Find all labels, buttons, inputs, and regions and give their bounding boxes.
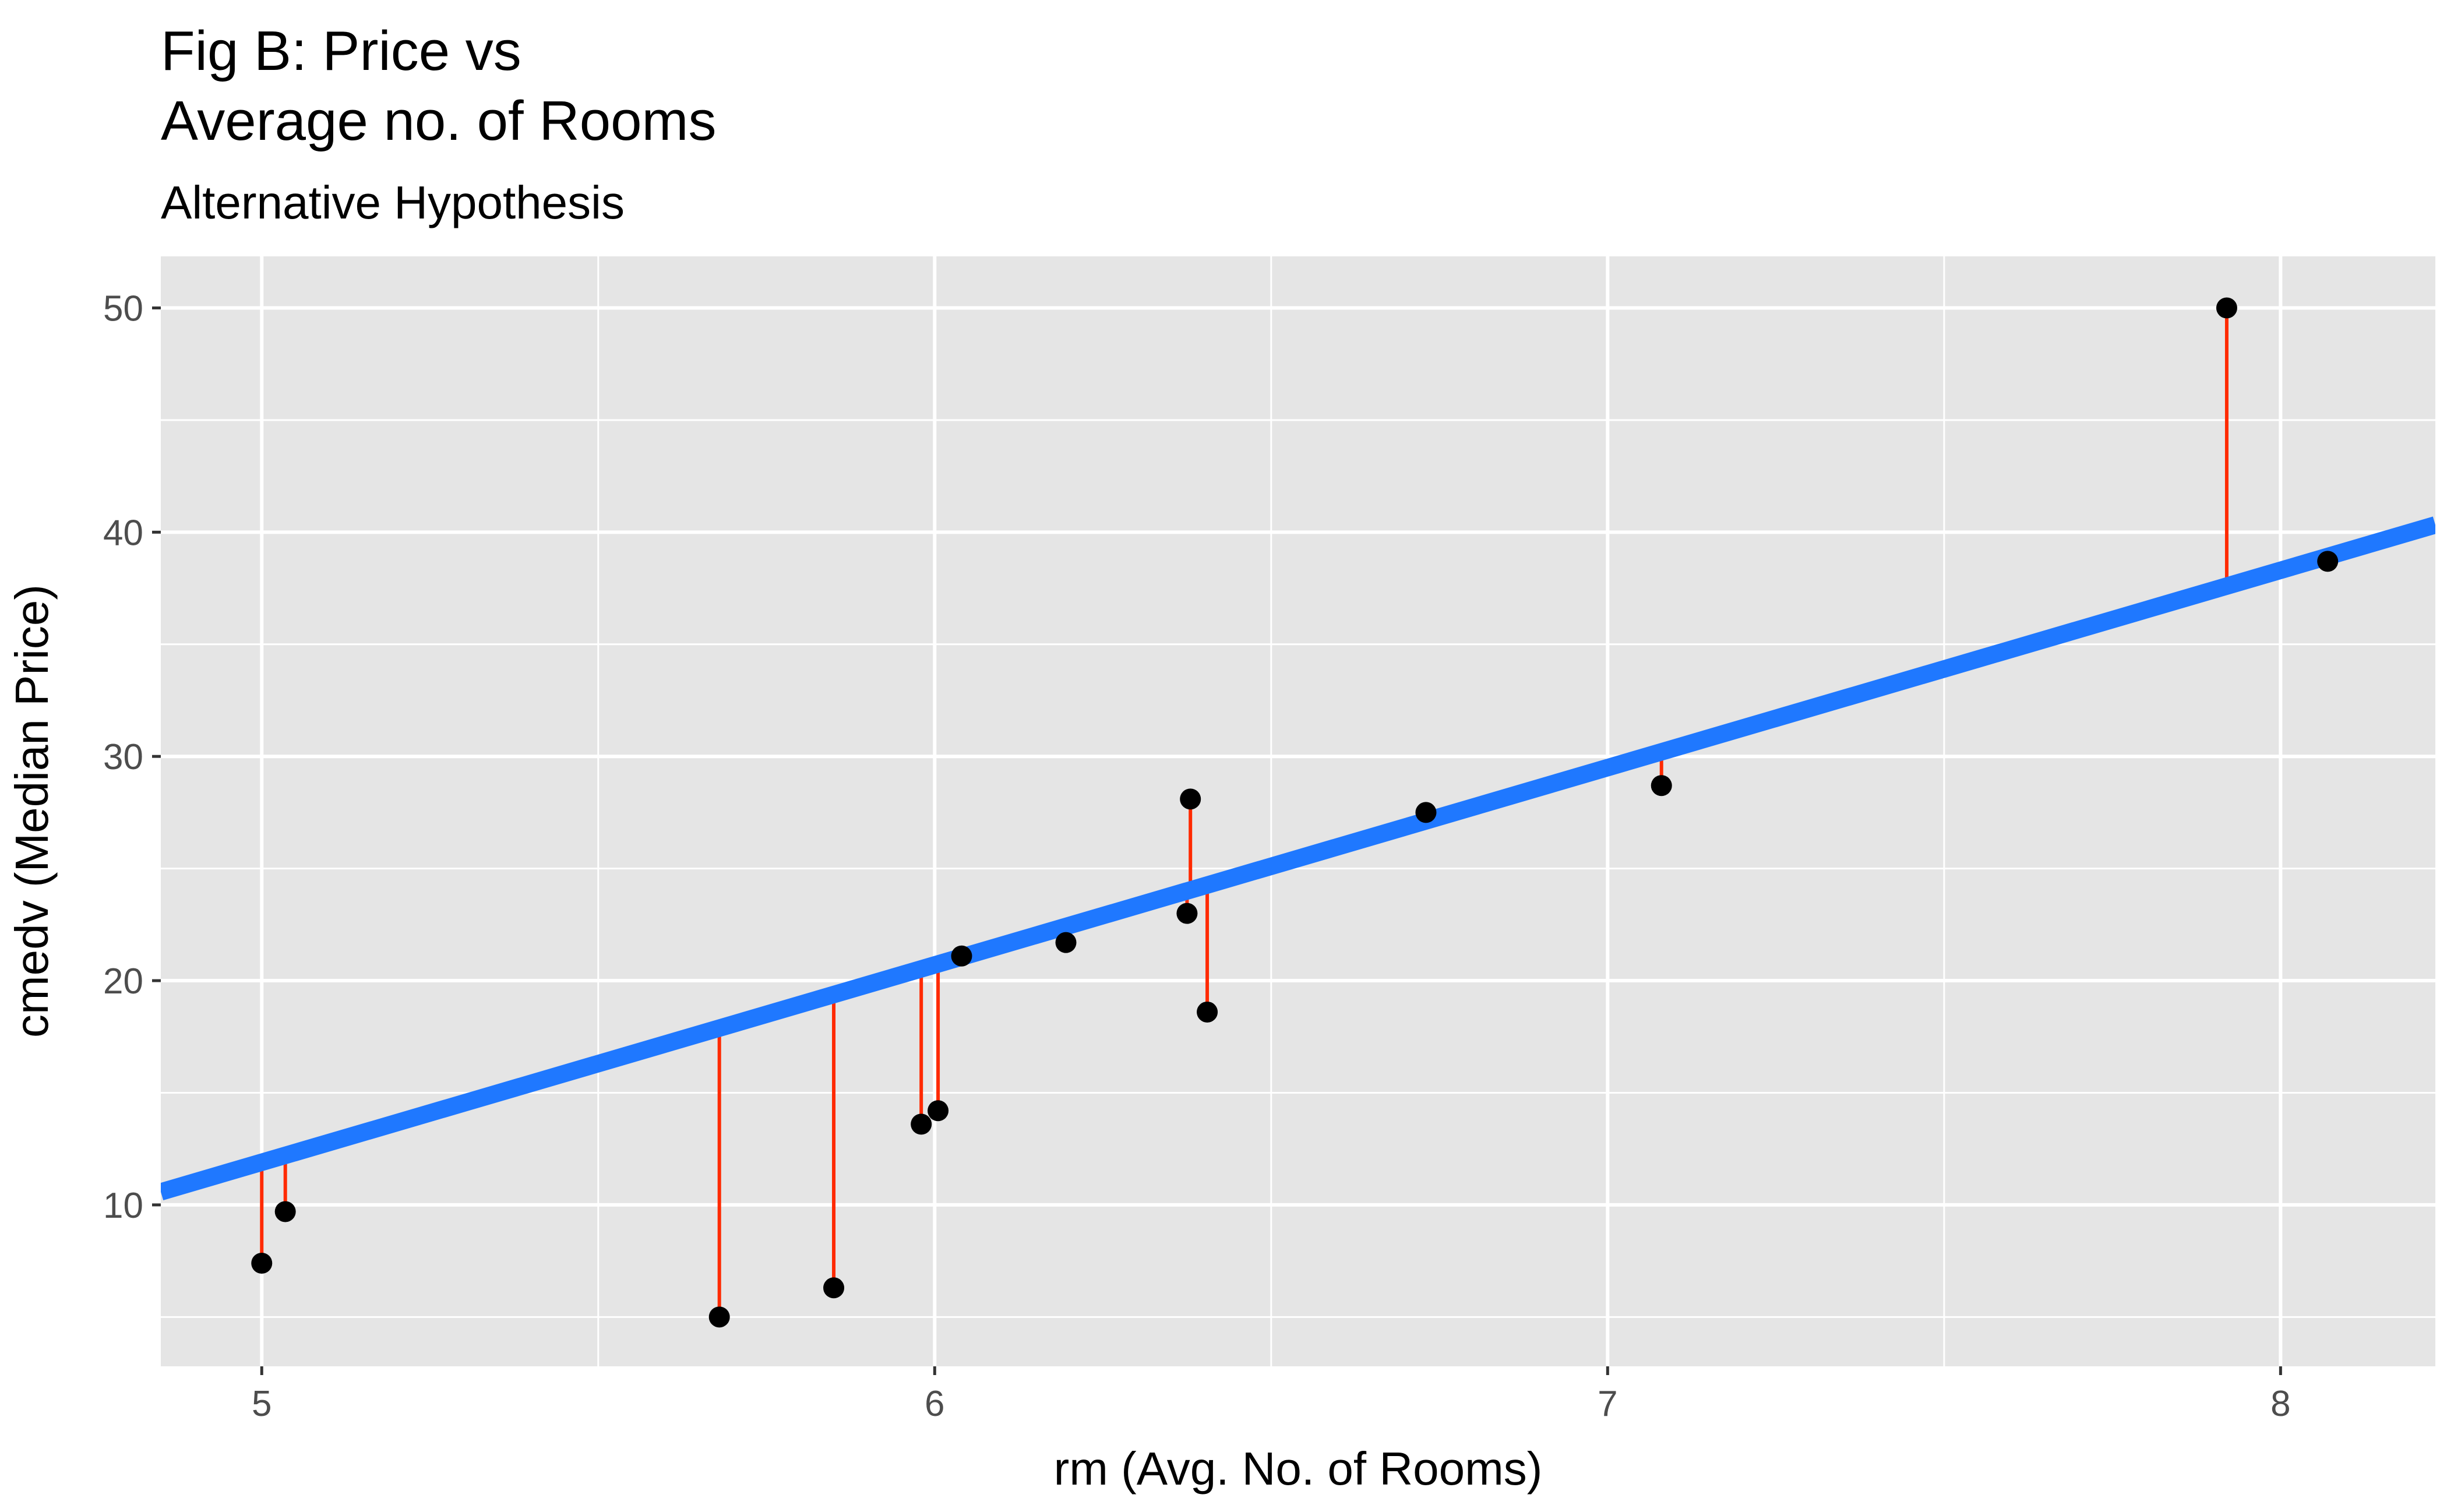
minor-gridlines	[161, 256, 2435, 1366]
chart-subtitle: Alternative Hypothesis	[161, 177, 625, 228]
data-point	[1651, 775, 1672, 796]
data-point	[2317, 551, 2339, 572]
y-axis-tick-label: 10	[103, 1186, 143, 1226]
data-point	[951, 945, 972, 967]
y-axis-tick-label: 40	[103, 513, 143, 553]
major-gridlines	[161, 256, 2435, 1366]
data-point	[1176, 903, 1198, 924]
plot-panel	[161, 256, 2435, 1366]
data-point	[274, 1201, 296, 1222]
data-point	[708, 1306, 730, 1328]
y-axis-tick-label: 30	[103, 737, 143, 777]
y-axis: 10 20 30 40 50	[103, 289, 161, 1226]
x-axis-tick-label: 8	[2270, 1384, 2290, 1424]
data-point	[1415, 802, 1437, 823]
regression-line	[161, 516, 2435, 1200]
chart-title-line-1: Fig B: Price vs	[161, 20, 521, 82]
y-axis-tick-label: 20	[103, 961, 143, 1002]
data-point	[911, 1113, 932, 1135]
y-axis-title: cmedv (Median Price)	[6, 584, 58, 1038]
y-axis-tick-label: 50	[103, 289, 143, 329]
data-point	[928, 1100, 949, 1122]
x-axis-title: rm (Avg. No. of Rooms)	[1054, 1443, 1543, 1495]
data-point	[251, 1252, 273, 1274]
x-axis-tick-label: 7	[1598, 1384, 1617, 1424]
x-axis-tick-label: 5	[252, 1384, 272, 1424]
data-point	[1197, 1001, 1218, 1023]
chart-title-line-2: Average no. of Rooms	[161, 90, 716, 152]
data-point	[2216, 297, 2237, 319]
x-axis: 5 6 7 8	[252, 1366, 2291, 1424]
data-point	[1180, 788, 1201, 810]
regression-line-layer	[161, 516, 2435, 1200]
data-point	[1055, 932, 1077, 953]
x-axis-tick-label: 6	[925, 1384, 944, 1424]
data-point	[823, 1277, 845, 1299]
data-points	[251, 297, 2339, 1328]
